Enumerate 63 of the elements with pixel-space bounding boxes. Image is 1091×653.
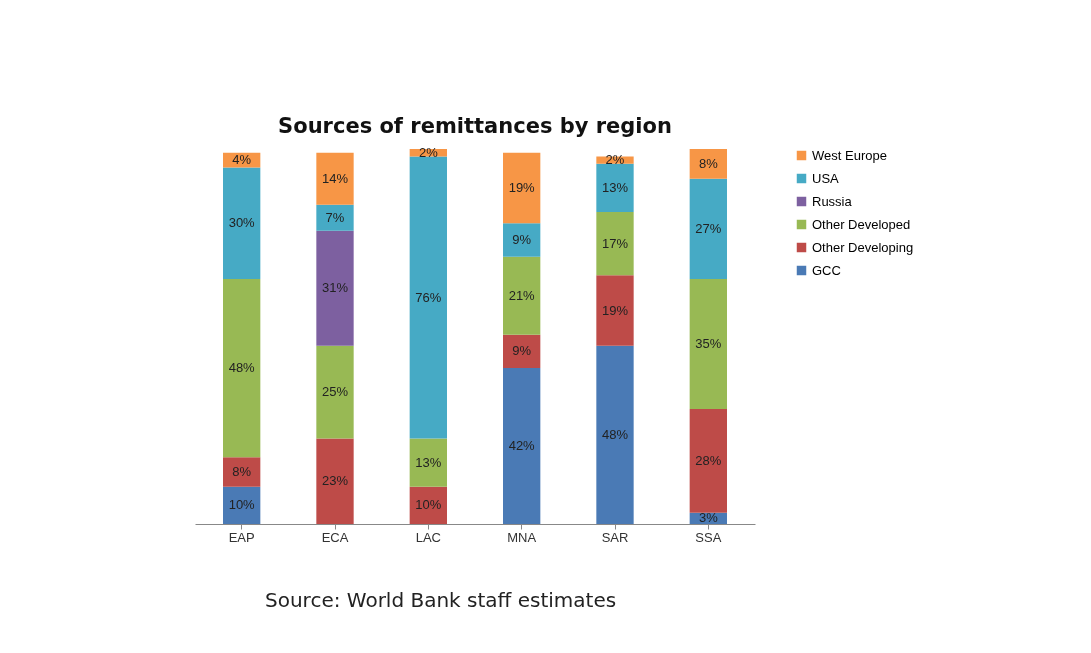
- source-note: Source: World Bank staff estimates: [265, 588, 617, 612]
- data-label: 35%: [695, 335, 722, 351]
- bar: [596, 345, 634, 524]
- bar: [689, 178, 727, 279]
- data-label: 10%: [228, 497, 256, 513]
- legend-label: USA: [812, 170, 840, 186]
- bar: [689, 408, 727, 513]
- data-label: 48%: [601, 426, 629, 442]
- bar: [503, 256, 541, 335]
- data-label: 42%: [508, 438, 536, 454]
- x-tick-label: LAC: [415, 529, 441, 545]
- legend-label: Russia: [812, 193, 853, 209]
- data-label: 25%: [321, 384, 349, 400]
- data-label: 19%: [601, 302, 629, 318]
- bar: [223, 278, 261, 458]
- data-label: 8%: [698, 155, 719, 171]
- data-label: 2%: [418, 144, 439, 160]
- data-label: 3%: [698, 510, 719, 526]
- chart-title: Sources of remittances by region: [278, 113, 672, 138]
- data-label: 14%: [321, 170, 349, 186]
- bar: [316, 345, 354, 439]
- bar: [689, 278, 727, 409]
- x-tick-label: SSA: [695, 529, 722, 545]
- data-label: 28%: [695, 452, 722, 468]
- legend-label: GCC: [812, 262, 841, 278]
- data-label: 2%: [605, 152, 625, 168]
- bar: [503, 152, 541, 224]
- data-label: 48%: [228, 360, 256, 376]
- bar: [503, 368, 541, 524]
- data-label: 8%: [232, 464, 252, 480]
- data-label: 30%: [228, 215, 256, 231]
- legend-label: Other Developing: [812, 239, 914, 255]
- bar: [409, 438, 447, 487]
- legend-label: West Europe: [812, 147, 887, 163]
- data-label: 10%: [415, 497, 442, 513]
- bar: [596, 212, 634, 276]
- bar: [316, 152, 354, 205]
- data-label: 9%: [512, 231, 532, 247]
- data-label: 31%: [321, 280, 349, 296]
- data-label: 17%: [601, 235, 629, 251]
- bar: [223, 167, 261, 279]
- bar: [596, 163, 634, 213]
- bar: [316, 204, 354, 231]
- bar: [596, 275, 634, 346]
- data-label: 19%: [508, 179, 536, 195]
- data-label: 7%: [325, 209, 345, 225]
- bar: [316, 230, 354, 346]
- x-tick-label: MNA: [507, 529, 537, 545]
- data-label: 21%: [508, 287, 536, 303]
- bar: [409, 156, 447, 439]
- data-label: 4%: [232, 152, 252, 168]
- bar: [503, 223, 541, 257]
- data-label: 9%: [512, 343, 532, 359]
- x-tick-label: SAR: [601, 529, 629, 545]
- x-tick-label: ECA: [321, 529, 349, 545]
- data-label: 13%: [415, 454, 442, 470]
- data-label: 23%: [321, 473, 349, 489]
- data-label: 13%: [601, 179, 629, 195]
- data-label: 76%: [415, 289, 442, 305]
- legend-label: Other Developed: [812, 216, 911, 232]
- x-tick-label: EAP: [228, 529, 255, 545]
- bar: [316, 438, 354, 524]
- data-label: 27%: [695, 220, 722, 236]
